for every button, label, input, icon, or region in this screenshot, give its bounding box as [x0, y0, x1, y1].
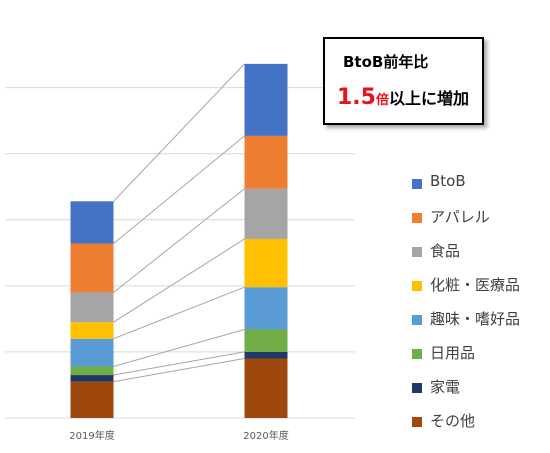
legend-label-appliances: 家電	[430, 378, 461, 396]
callout-rest-text: 以上に増加	[389, 89, 470, 108]
legend-swatch-daily-goods	[412, 349, 422, 359]
legend-swatch-appliances	[412, 383, 422, 393]
x-tick-label-0: 2019年度	[69, 429, 114, 442]
legend-label-food: 食品	[430, 242, 461, 260]
callout-growth-text: 1.5倍以上に増加	[337, 85, 469, 110]
callout-multiplier-unit: 倍	[375, 93, 389, 108]
bar-segment-1-5	[244, 188, 288, 239]
bar-segment-1-4	[244, 238, 288, 288]
connector-line-4	[113, 286, 245, 340]
connector-line-3	[113, 328, 245, 367]
connector-line-8	[113, 63, 245, 202]
bar-segment-0-6	[70, 243, 114, 293]
callout-title: BtoB前年比	[343, 53, 429, 71]
bar-segment-1-2	[244, 329, 288, 352]
legend-label-daily-goods: 日用品	[430, 344, 476, 362]
connector-line-7	[113, 135, 245, 244]
bar-segment-1-6	[244, 135, 288, 189]
legend-swatch-cosmetics-medical	[412, 281, 422, 291]
bar-segment-0-0	[70, 381, 114, 418]
legend-label-btob: BtoB	[430, 172, 466, 190]
bar-segment-1-0	[244, 358, 288, 418]
bar-segment-0-4	[70, 322, 114, 339]
bar-segment-0-2	[70, 366, 114, 376]
btob-growth-callout: BtoB前年比 1.5倍以上に増加	[323, 37, 484, 125]
bar-segment-1-1	[244, 351, 288, 359]
legend-label-apparel: アパレル	[430, 208, 490, 226]
x-tick-label-1: 2020年度	[243, 429, 288, 442]
bar-segment-0-5	[70, 292, 114, 323]
legend-swatch-other	[412, 417, 422, 427]
bar-segment-1-3	[244, 287, 288, 330]
legend-label-hobby: 趣味・嗜好品	[430, 310, 521, 328]
bar-segment-0-1	[70, 375, 114, 382]
legend-label-other: その他	[430, 412, 476, 430]
legend-swatch-hobby	[412, 315, 422, 325]
bar-segment-1-7	[244, 63, 288, 136]
legend-label-cosmetics-medical: 化粧・医療品	[430, 276, 521, 294]
connector-line-2	[113, 351, 245, 376]
callout-multiplier: 1.5	[337, 85, 376, 110]
bar-segment-0-7	[70, 201, 114, 244]
connector-line-5	[113, 238, 245, 323]
legend-swatch-apparel	[412, 213, 422, 223]
connector-line-6	[113, 188, 245, 293]
legend-swatch-btob	[412, 179, 422, 189]
legend-swatch-food	[412, 247, 422, 257]
connector-line-1	[113, 358, 245, 383]
bar-segment-0-3	[70, 338, 114, 367]
